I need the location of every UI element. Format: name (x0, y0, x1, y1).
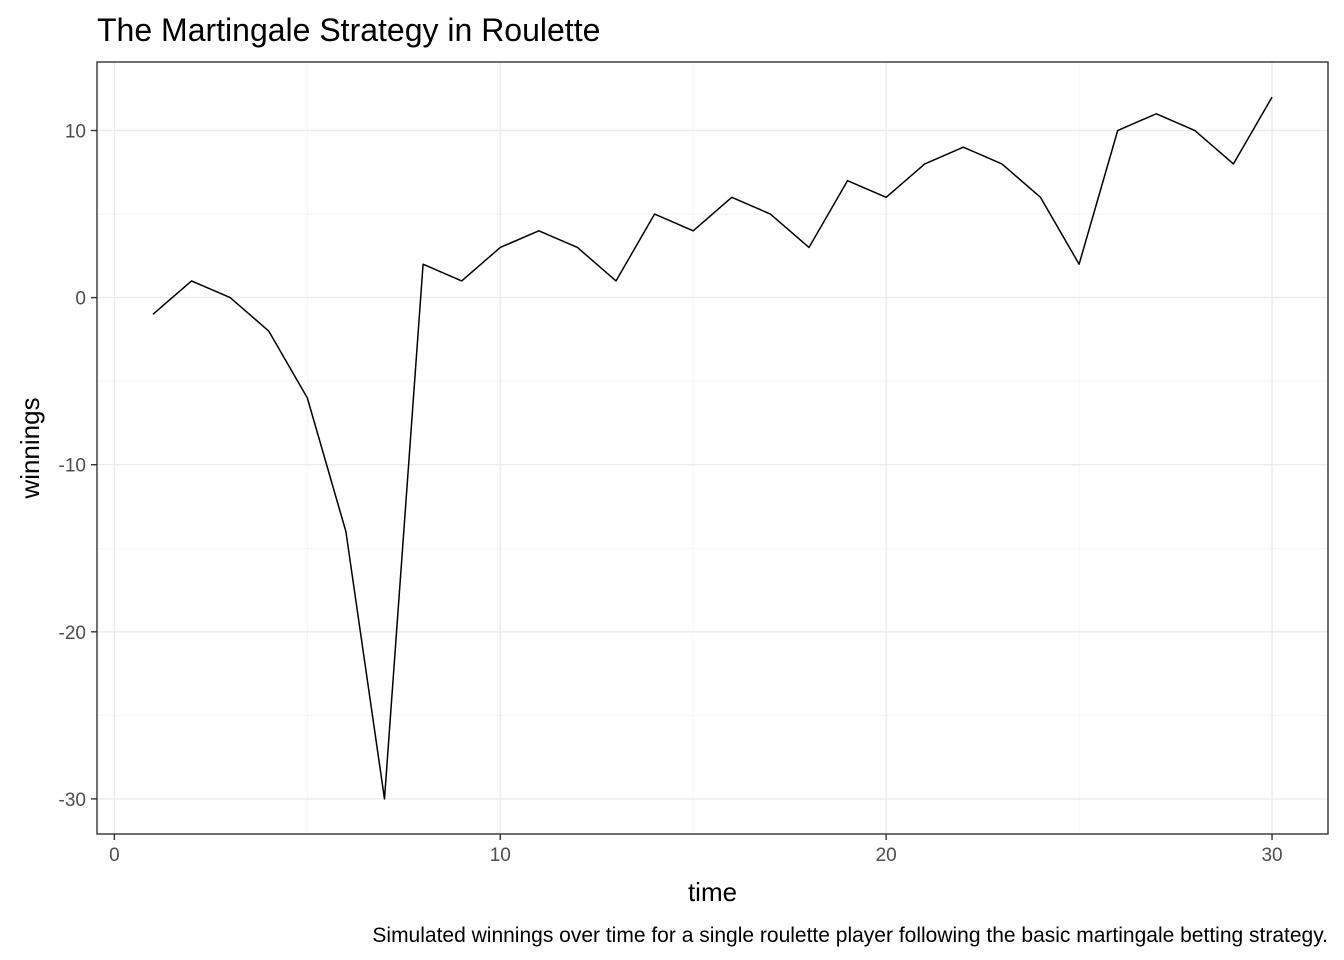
grid (97, 62, 1328, 834)
y-tick-label: -20 (59, 623, 86, 644)
y-tick-label: -30 (59, 790, 86, 811)
chart-caption: Simulated winnings over time for a singl… (372, 924, 1328, 947)
x-tick-label: 0 (109, 845, 120, 866)
chart-title: The Martingale Strategy in Roulette (97, 12, 600, 48)
x-tick-label: 20 (876, 845, 897, 866)
plot-panel-border (96, 61, 1329, 835)
x-axis-title: time (688, 877, 737, 907)
y-tick-label: -10 (59, 456, 86, 477)
x-tick-label: 30 (1261, 845, 1282, 866)
winnings-line (152, 96, 1273, 800)
axes: 0 10 20 30 -30 -20 -10 0 10 (59, 122, 1283, 866)
y-axis-title: winnings (15, 397, 45, 499)
y-tick-label: 10 (65, 122, 86, 143)
series-layer (152, 96, 1273, 800)
y-tick-label: 0 (75, 289, 86, 310)
x-tick-label: 10 (490, 845, 511, 866)
